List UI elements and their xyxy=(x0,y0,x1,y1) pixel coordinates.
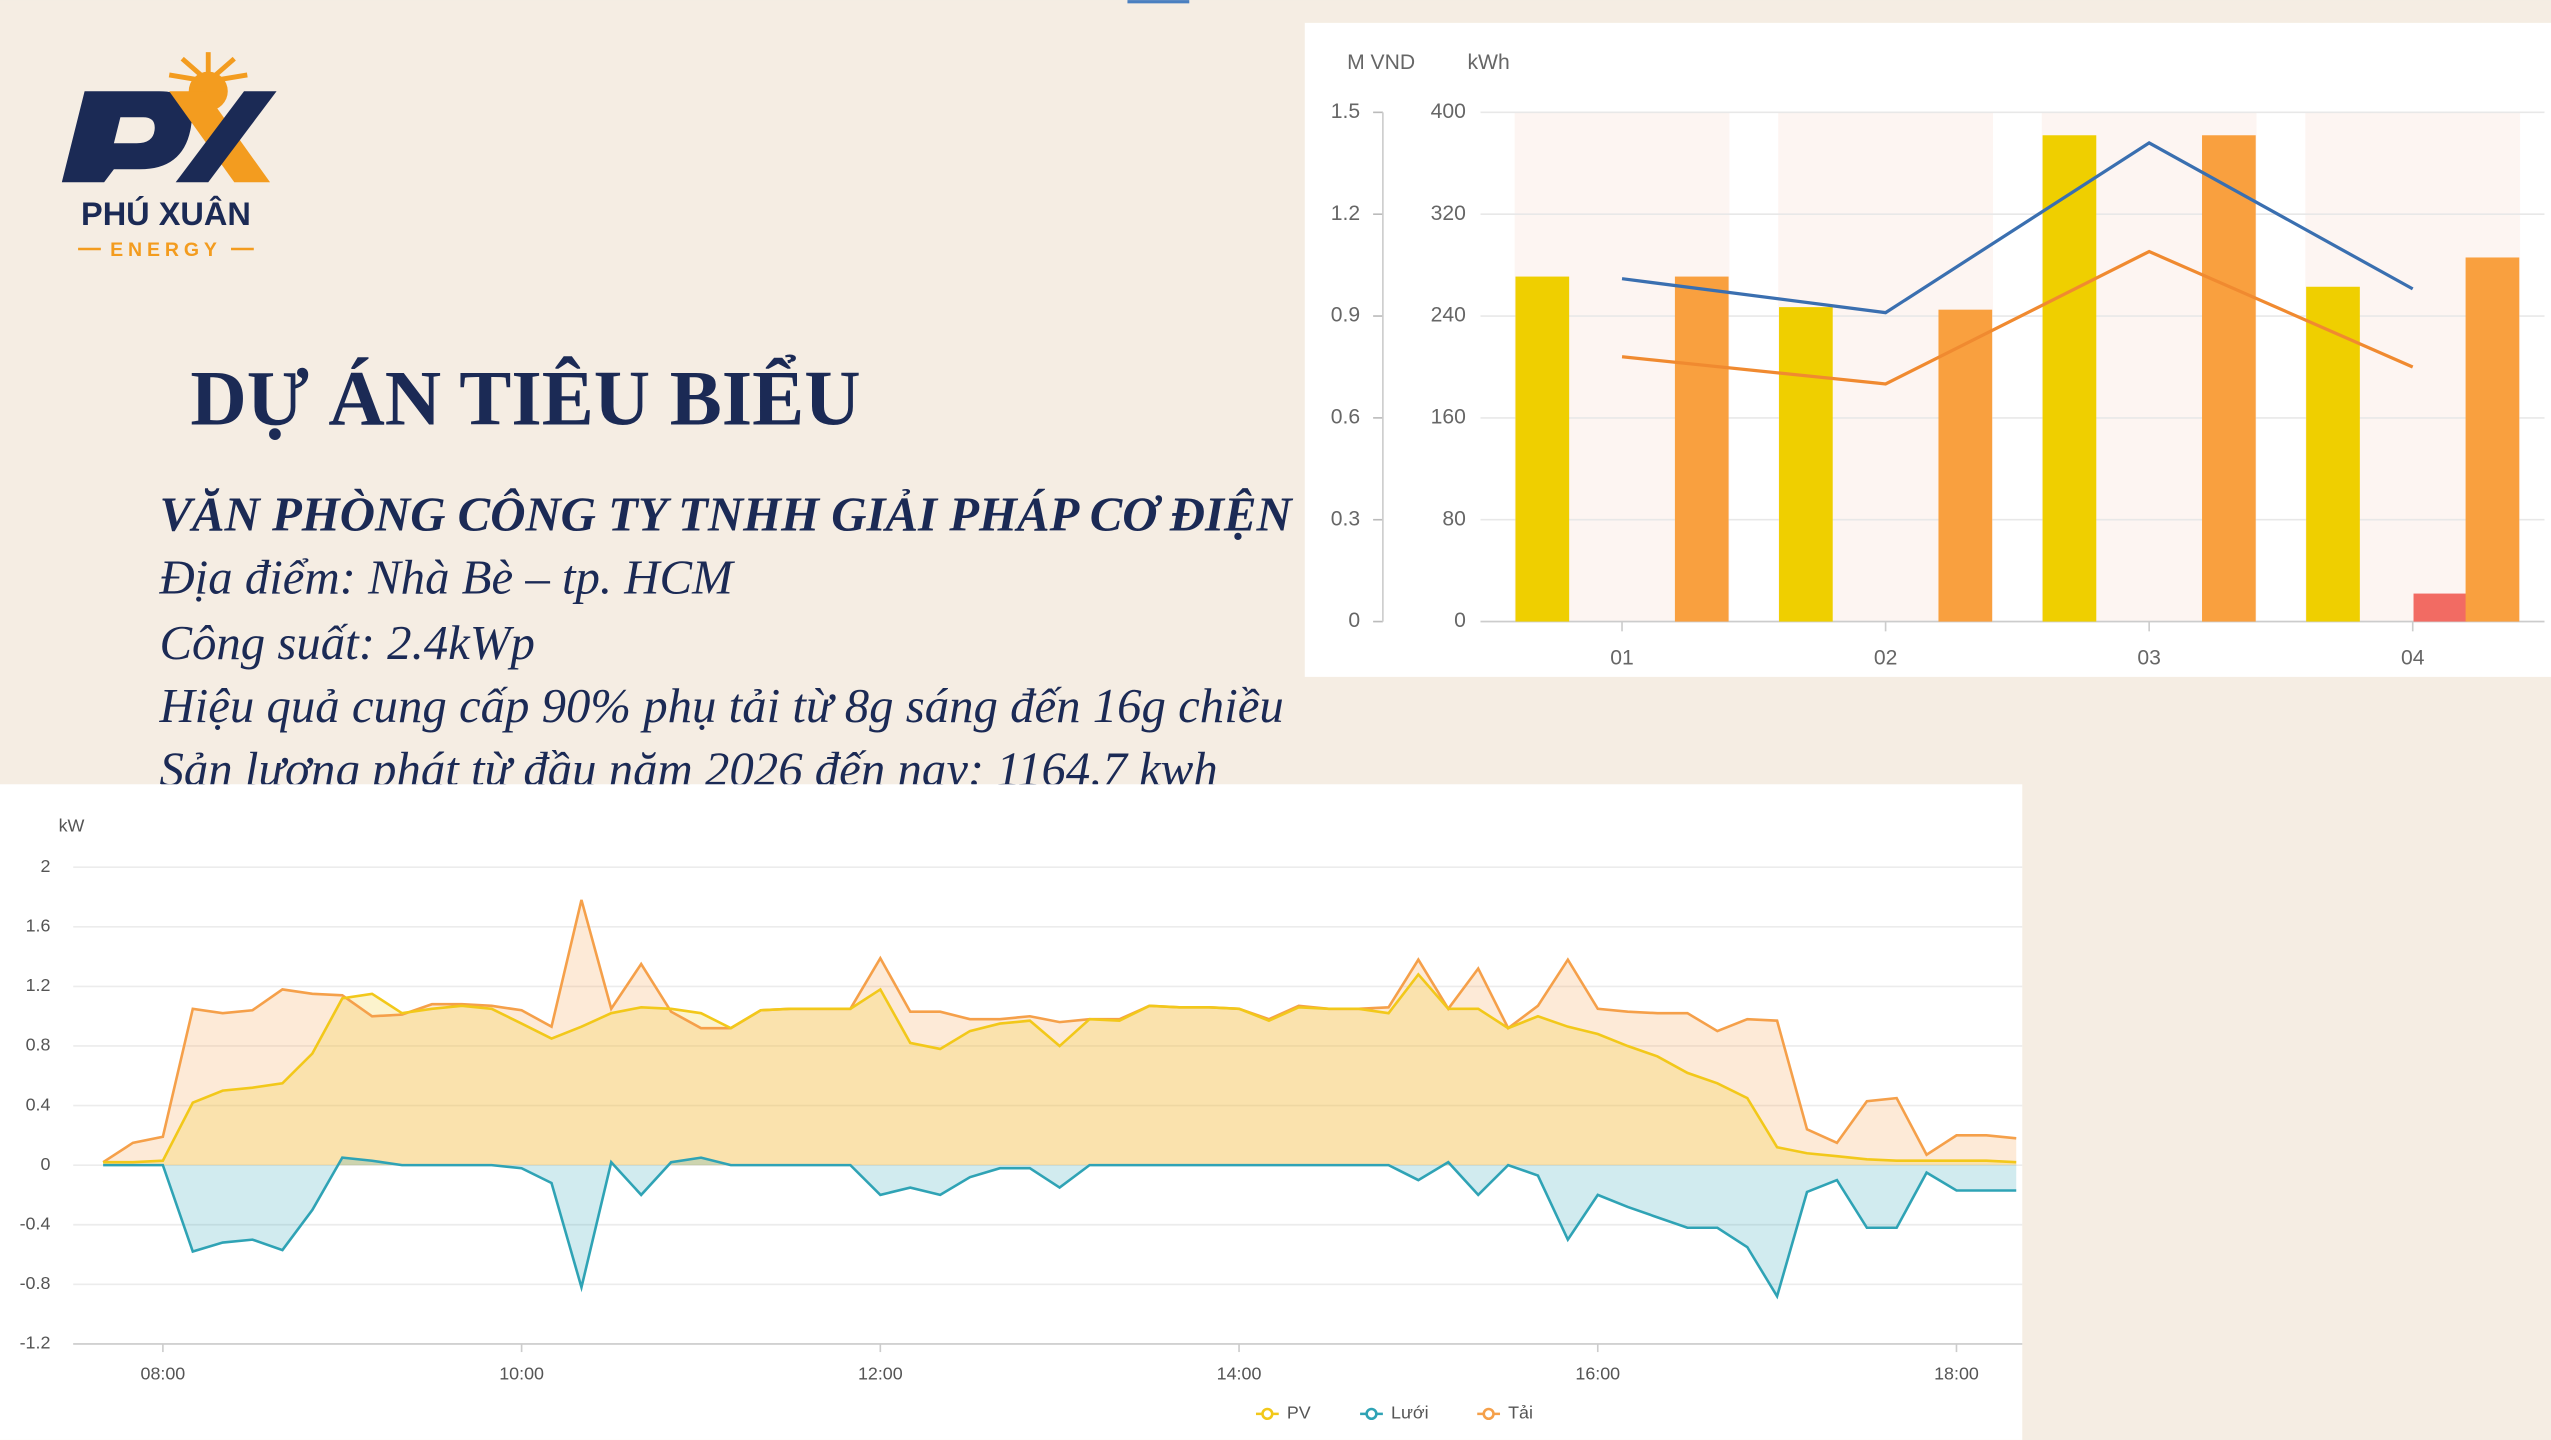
area-fill xyxy=(103,974,2017,1166)
bar xyxy=(1515,276,1570,622)
x-tick-label: 02 xyxy=(1874,647,1898,670)
y-axis-title: M VND xyxy=(1347,51,1415,74)
heading: DỰ ÁN TIÊU BIỂU xyxy=(190,355,860,442)
legend-label: PV xyxy=(1287,1403,1311,1423)
legend-marker xyxy=(1261,1407,1274,1421)
y-tick-label: 1.2 xyxy=(1331,202,1360,225)
area-fill xyxy=(103,1157,2017,1297)
top-accent xyxy=(1127,0,1190,4)
project-line: Hiệu quả cung cấp 90% phụ tải từ 8g sáng… xyxy=(158,679,1283,733)
legend-label: Tải xyxy=(1508,1403,1533,1423)
y-tick-label: 1.2 xyxy=(26,975,51,995)
y2-tick-label: 400 xyxy=(1431,100,1466,123)
y-tick-label: -0.4 xyxy=(20,1213,51,1233)
y-tick-label: 2 xyxy=(40,856,50,876)
legend-marker xyxy=(1482,1407,1495,1421)
x-tick-label: 12:00 xyxy=(858,1364,903,1384)
x-tick-label: 16:00 xyxy=(1575,1364,1620,1384)
y-tick-label: 0.4 xyxy=(26,1094,51,1114)
y-tick-label: 0.8 xyxy=(26,1035,51,1055)
energy-cost-chart: 0 0.3 0.6 0.9 1.2 1.5 0 80 160 240 320 400 M VND kWh 0… xyxy=(1331,51,2545,670)
y-tick-label: 0 xyxy=(40,1154,50,1174)
x-tick-label: 08:00 xyxy=(141,1364,186,1384)
y-tick-label: 0 xyxy=(1348,609,1360,632)
bar xyxy=(1938,309,1993,622)
bar xyxy=(2413,593,2468,622)
y-tick-label: 0.3 xyxy=(1331,507,1360,530)
y2-tick-label: 160 xyxy=(1431,405,1466,428)
x-tick-label: 04 xyxy=(2401,647,2425,670)
line xyxy=(102,899,2017,1164)
logo: PHÚ XUÂN ENERGY xyxy=(61,52,277,261)
line xyxy=(1621,141,2414,315)
power-flow-chart: 2 1.6 1.2 0.8 0.4 0 -0.4 -0.8 -1.2 kW 08:00 10:00 12… xyxy=(20,815,2023,1423)
project-line: Công suất: 2.4kWp xyxy=(159,616,534,670)
bar xyxy=(2202,135,2256,622)
y2-tick-label: 240 xyxy=(1431,304,1466,327)
area-fill xyxy=(103,899,2017,1166)
y-tick-label: -1.2 xyxy=(20,1333,51,1353)
bar xyxy=(1779,307,1833,622)
chart-panel xyxy=(0,784,2023,1440)
y-tick-label: -0.8 xyxy=(20,1273,51,1293)
legend-marker xyxy=(1365,1407,1378,1421)
x-tick-label: 01 xyxy=(1610,647,1634,670)
y-axis-title: kW xyxy=(59,815,85,835)
bar xyxy=(1674,276,1729,622)
bar xyxy=(2042,135,2097,622)
x-tick-label: 18:00 xyxy=(1934,1364,1979,1384)
line xyxy=(103,972,2017,1164)
logo-tagline: ENERGY xyxy=(110,239,222,261)
project-line: Địa điểm: Nhà Bè – tp. HCM xyxy=(158,551,735,605)
x-tick-label: 03 xyxy=(2137,647,2161,670)
y2-axis-title: kWh xyxy=(1467,51,1509,74)
legend-label: Lưới xyxy=(1391,1403,1429,1423)
project-name: VĂN PHÒNG CÔNG TY TNHH GIẢI PHÁP CƠ ĐIỆN xyxy=(159,487,1293,541)
y-tick-label: 0.6 xyxy=(1331,405,1360,428)
y2-tick-label: 0 xyxy=(1454,609,1466,632)
x-tick-label: 14:00 xyxy=(1217,1364,1262,1384)
y-tick-label: 0.9 xyxy=(1331,304,1360,327)
bar xyxy=(2306,286,2360,622)
logo-p xyxy=(61,91,192,183)
logo-name: PHÚ XUÂN xyxy=(81,195,251,232)
y-tick-label: 1.6 xyxy=(26,916,51,936)
y-tick-label: 1.5 xyxy=(1331,100,1360,123)
x-tick-label: 10:00 xyxy=(499,1364,544,1384)
logo-x-b xyxy=(175,91,277,183)
line xyxy=(103,1156,2017,1300)
bar xyxy=(2465,257,2520,622)
y2-tick-label: 80 xyxy=(1442,507,1466,530)
y2-tick-label: 320 xyxy=(1431,202,1466,225)
line xyxy=(1621,249,2414,386)
